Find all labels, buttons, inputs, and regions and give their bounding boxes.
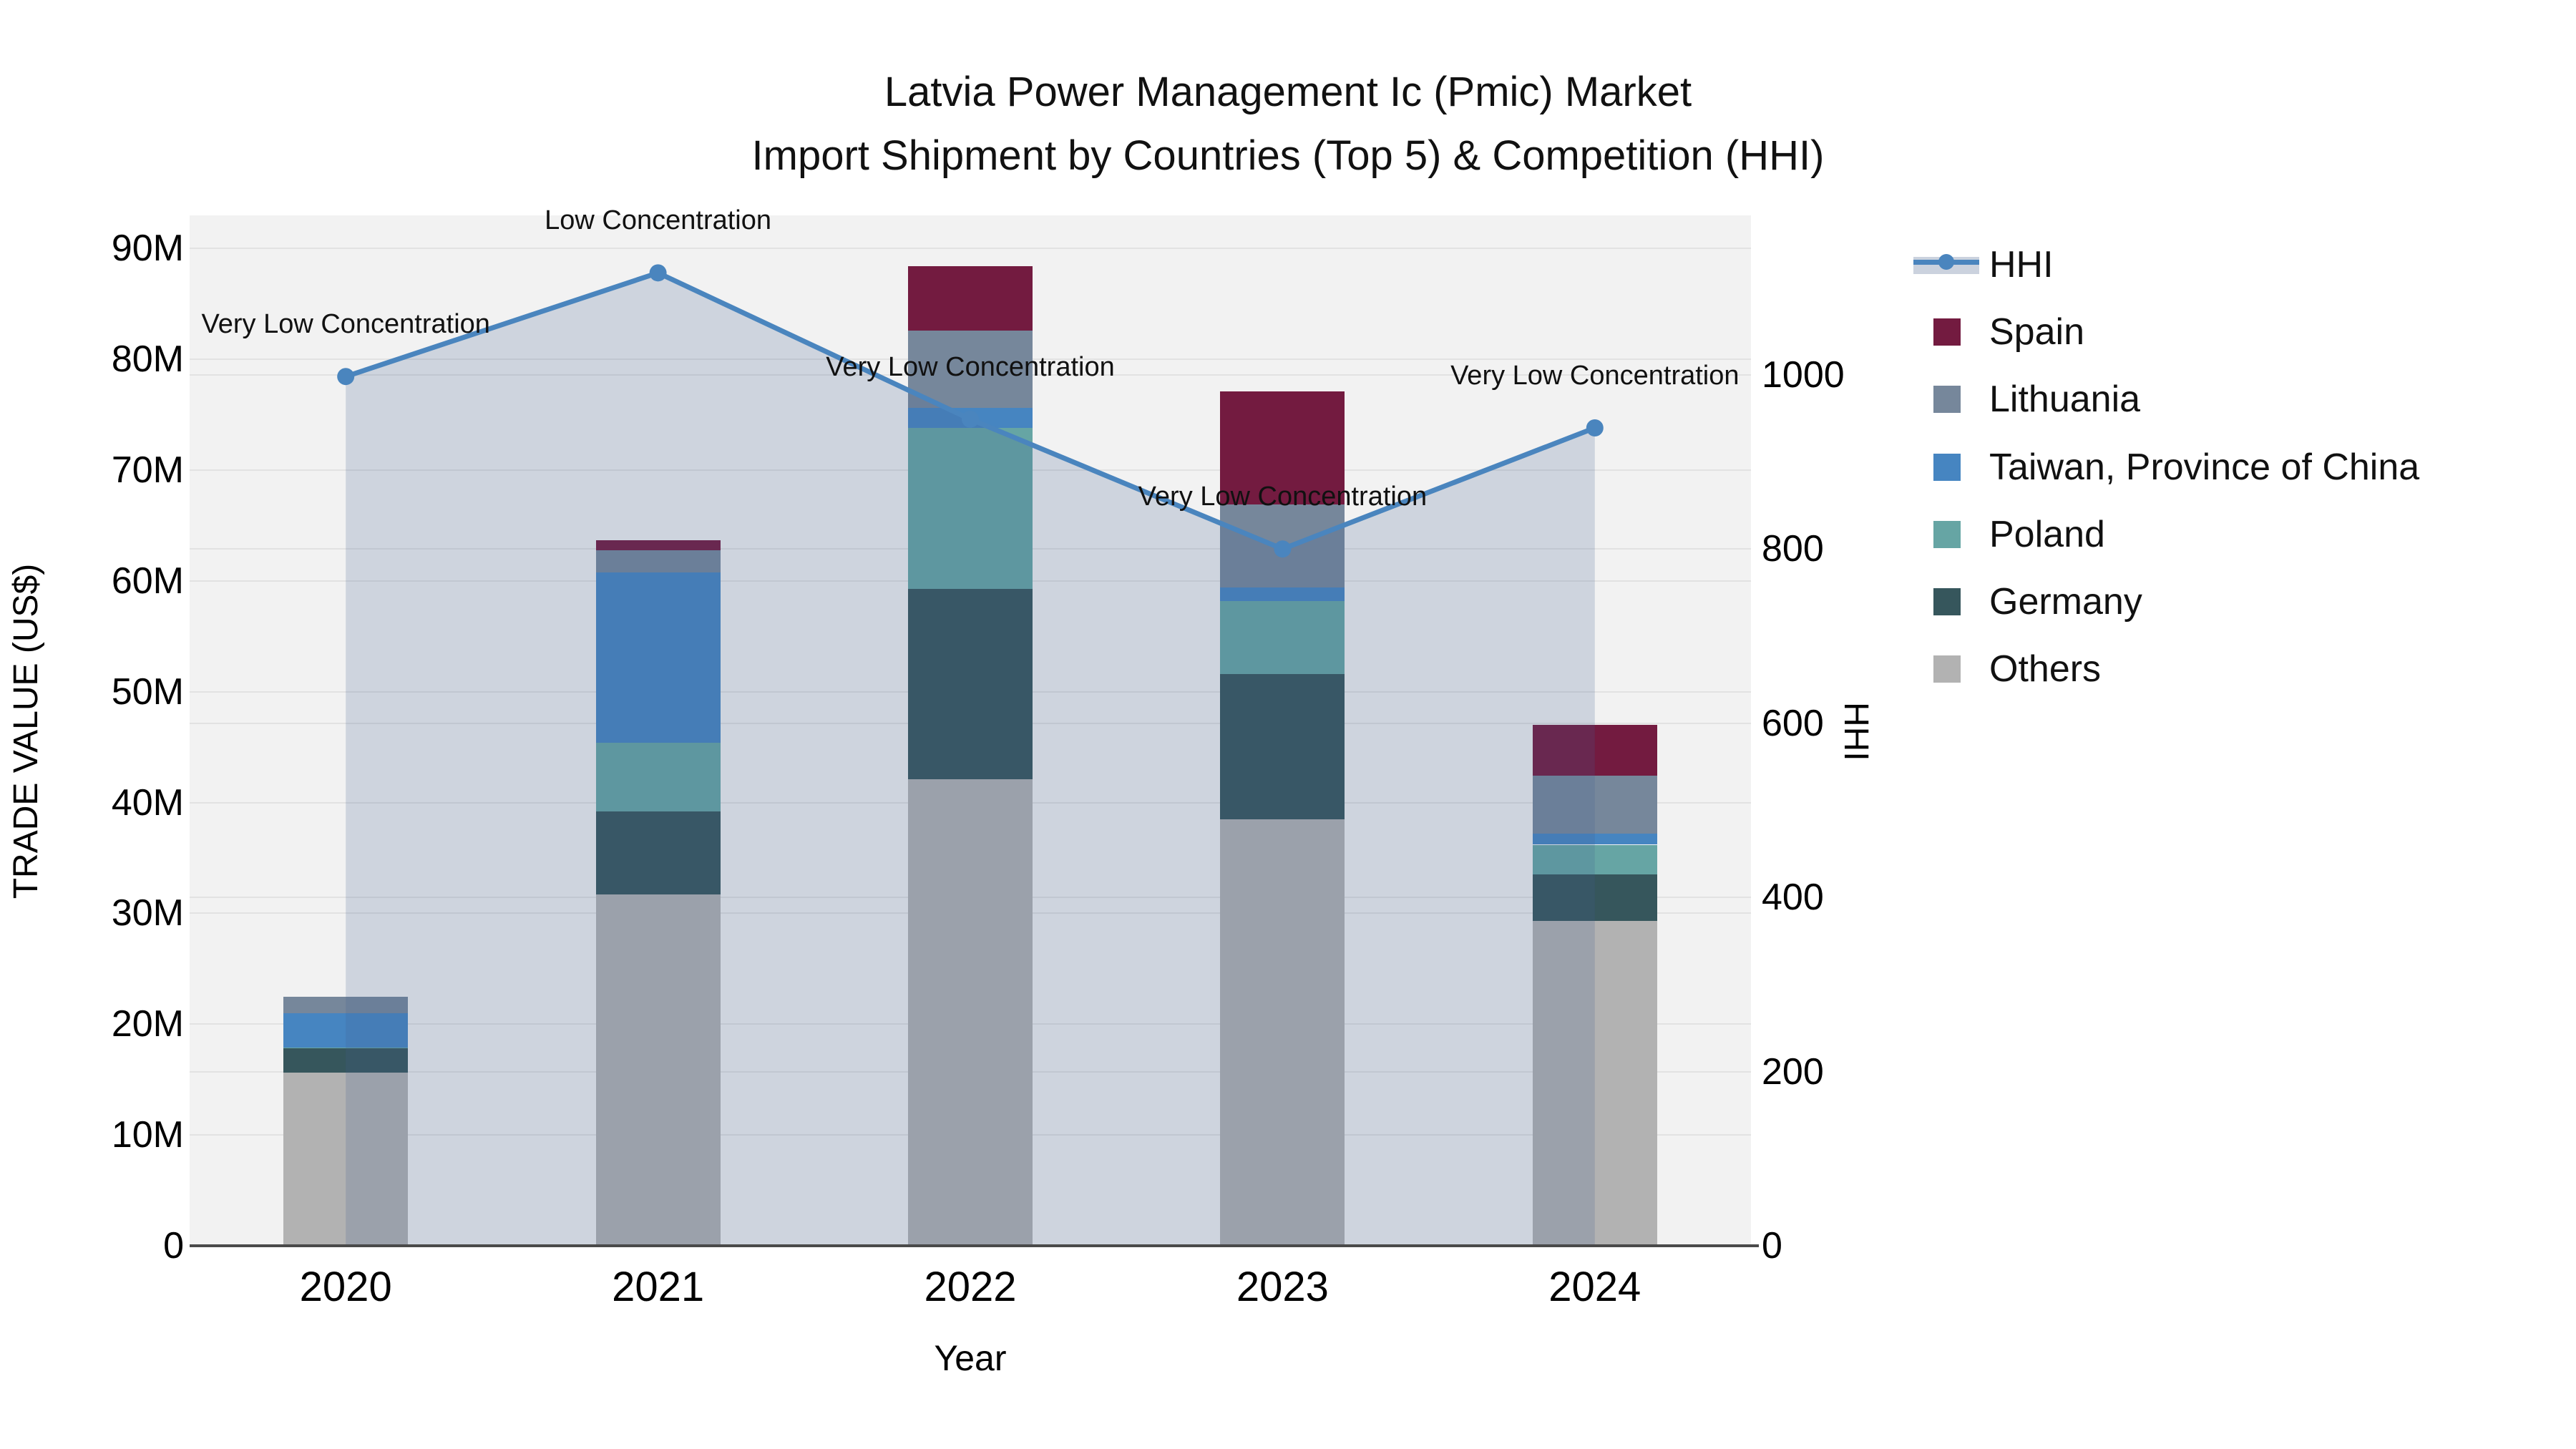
annotation-2021: Low Concentration: [545, 205, 772, 236]
bar-segment-2024-Poland: [1532, 844, 1657, 875]
bar-segment-2020-Poland: [283, 1047, 409, 1049]
annotation-2020: Very Low Concentration: [201, 309, 490, 340]
bar-2021: [595, 215, 721, 1246]
bar-segment-2021-Others: [595, 894, 721, 1246]
bar-segment-2024-Taiwan, Province of China: [1532, 834, 1657, 845]
legend-item-others[interactable]: Others: [1903, 643, 2504, 695]
legend-item-germany[interactable]: Germany: [1903, 576, 2504, 628]
legend-label-taiwan-province-of-china: Taiwan, Province of China: [1989, 446, 2420, 488]
bar-segment-2024-Others: [1532, 921, 1657, 1246]
x-tick-2022: 2022: [924, 1264, 1017, 1310]
y-right-tick-0: 0: [1762, 1225, 1782, 1267]
legend-label-germany: Germany: [1989, 581, 2142, 623]
y-left-tick-0: 0: [163, 1225, 184, 1267]
legend-item-poland[interactable]: Poland: [1903, 509, 2504, 560]
annotation-2022: Very Low Concentration: [826, 351, 1115, 382]
legend-swatch-lithuania: [1933, 386, 1961, 414]
y-right-axis-title: HHI: [1837, 702, 1875, 761]
bar-segment-2021-Lithuania: [595, 550, 721, 572]
bar-segment-2023-Germany: [1220, 674, 1345, 819]
y-left-tick-60M: 60M: [111, 560, 184, 602]
bar-segment-2020-Others: [283, 1073, 409, 1246]
x-tick-2020: 2020: [299, 1264, 392, 1310]
bar-segment-2021-Poland: [595, 743, 721, 812]
bar-segment-2021-Spain: [595, 540, 721, 550]
y-left-tick-80M: 80M: [111, 338, 184, 381]
y-left-tick-30M: 30M: [111, 892, 184, 935]
bar-segment-2023-Poland: [1220, 600, 1345, 675]
bar-segment-2023-Others: [1220, 819, 1345, 1246]
legend-item-lithuania[interactable]: Lithuania: [1903, 374, 2504, 425]
legend-label-poland: Poland: [1989, 513, 2105, 555]
chart-title-line1: Latvia Power Management Ic (Pmic) Market: [884, 69, 1692, 115]
bar-segment-2023-Spain: [1220, 391, 1345, 505]
bar-segment-2022-Lithuania: [908, 331, 1033, 409]
legend-label-spain: Spain: [1989, 311, 2084, 353]
hhi-marker-2022: [962, 410, 979, 428]
y-right-tick-200: 200: [1762, 1050, 1824, 1093]
y-right-tick-400: 400: [1762, 877, 1824, 919]
bar-segment-2022-Others: [908, 779, 1033, 1246]
y-right-tick-1000: 1000: [1762, 353, 1845, 396]
hhi-line-layer: [337, 264, 1604, 1246]
bar-2023: [1220, 215, 1345, 1246]
bar-segment-2020-Taiwan, Province of China: [283, 1013, 409, 1048]
bar-segment-2021-Germany: [595, 811, 721, 895]
legend-label-lithuania: Lithuania: [1989, 379, 2141, 421]
bar-segment-2024-Germany: [1532, 874, 1657, 922]
y-left-tick-90M: 90M: [111, 228, 184, 270]
y-left-tick-10M: 10M: [111, 1114, 184, 1156]
bars-layer: [190, 215, 1751, 1246]
bar-2024: [1532, 215, 1657, 1246]
bar-segment-2022-Poland: [908, 428, 1033, 589]
annotations-layer: Very Low Concentration Low Concentration V…: [190, 205, 1751, 1246]
x-axis-title: Year: [934, 1338, 1007, 1378]
x-tick-2021: 2021: [612, 1264, 705, 1310]
y-left-tick-40M: 40M: [111, 781, 184, 824]
bar-segment-2023-Taiwan, Province of China: [1220, 587, 1345, 601]
annotation-2023: Very Low Concentration: [1138, 482, 1428, 512]
legend-item-taiwan-province-of-china[interactable]: Taiwan, Province of China: [1903, 441, 2504, 493]
y-left-tick-50M: 50M: [111, 670, 184, 713]
plot-area: Very Low Concentration Low Concentration V…: [190, 205, 1751, 1246]
x-tick-2024: 2024: [1548, 1264, 1641, 1310]
bar-segment-2021-Taiwan, Province of China: [595, 572, 721, 743]
legend-swatch-others: [1933, 655, 1961, 683]
legend-swatch-germany: [1933, 588, 1961, 615]
legend-swatch-spain: [1933, 318, 1961, 346]
hhi-marker-2021: [649, 264, 667, 282]
bar-segment-2024-Spain: [1532, 725, 1657, 776]
x-tick-2023: 2023: [1236, 1264, 1329, 1310]
y-right-tick-600: 600: [1762, 702, 1824, 744]
hhi-legend-marker: [1938, 254, 1954, 270]
y-left-axis-title: TRADE VALUE (US$): [7, 563, 45, 899]
legend-item-spain[interactable]: Spain: [1903, 306, 2504, 358]
hhi-marker-2023: [1274, 540, 1292, 558]
annotation-2024: Very Low Concentration: [1450, 361, 1740, 391]
bar-2022: [908, 215, 1033, 1246]
y-left-tick-20M: 20M: [111, 1003, 184, 1045]
hhi-marker-2024: [1586, 419, 1604, 437]
x-axis-line: [190, 1244, 1759, 1247]
y-right-tick-800: 800: [1762, 528, 1824, 570]
y-left-tick-70M: 70M: [111, 449, 184, 492]
hhi-area-fill: [346, 273, 1595, 1246]
legend-item-hhi[interactable]: HHI: [1903, 239, 2504, 291]
bar-segment-2022-Spain: [908, 266, 1033, 331]
bar-segment-2024-Lithuania: [1532, 776, 1657, 834]
bar-segment-2020-Germany: [283, 1048, 409, 1073]
chart-title-line2: Import Shipment by Countries (Top 5) & C…: [751, 132, 1825, 179]
legend-swatch-taiwan-province-of-china: [1933, 453, 1961, 481]
legend-label-hhi: HHI: [1989, 244, 2054, 286]
hhi-marker-2020: [337, 368, 355, 386]
bar-2020: [283, 215, 409, 1246]
bar-segment-2022-Germany: [908, 588, 1033, 780]
bar-segment-2020-Lithuania: [283, 996, 409, 1013]
gridline-left-90M: [190, 248, 1751, 250]
legend-label-others: Others: [1989, 648, 2102, 691]
legend-swatch-poland: [1933, 520, 1961, 548]
